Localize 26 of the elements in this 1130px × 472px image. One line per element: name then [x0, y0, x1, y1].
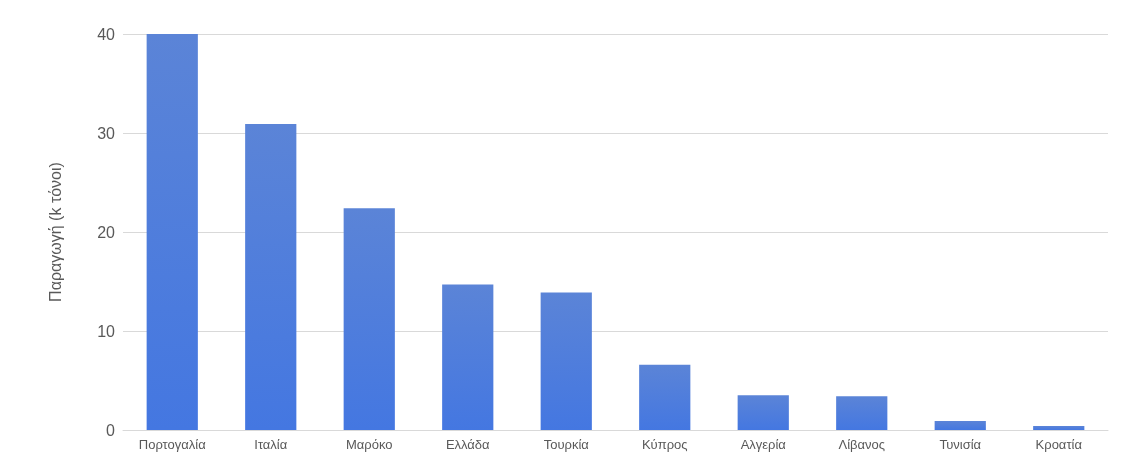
bar [146, 34, 198, 430]
y-tick-label: 10 [97, 322, 116, 340]
bar [442, 284, 494, 430]
y-tick-label: 20 [97, 223, 116, 241]
x-tick-label: Αλγερία [740, 437, 787, 452]
bar [540, 292, 592, 430]
bar [343, 208, 395, 430]
y-tick-label: 40 [97, 25, 116, 43]
bar [836, 396, 888, 430]
x-tick-label: Τυνισία [939, 437, 982, 452]
x-tick-label: Λίβανος [838, 437, 886, 452]
bar [245, 124, 297, 430]
bar [737, 395, 789, 430]
y-tick-label: 30 [97, 124, 116, 142]
y-tick-label: 0 [106, 421, 116, 439]
x-tick-label: Κροατία [1035, 437, 1083, 452]
bar [1033, 426, 1085, 430]
bar [639, 364, 691, 430]
y-axis-title: Παραγωγή (k τόνοι) [46, 162, 64, 302]
bar [934, 421, 986, 430]
x-tick-label: Πορτογαλία [138, 437, 207, 452]
x-tick-label: Μαρόκο [345, 437, 393, 452]
x-tick-label: Τουρκία [543, 437, 590, 452]
x-tick-label: Ελλάδα [445, 437, 491, 452]
x-tick-label: Ιταλία [254, 437, 288, 452]
x-tick-label: Κύπρος [641, 437, 688, 452]
